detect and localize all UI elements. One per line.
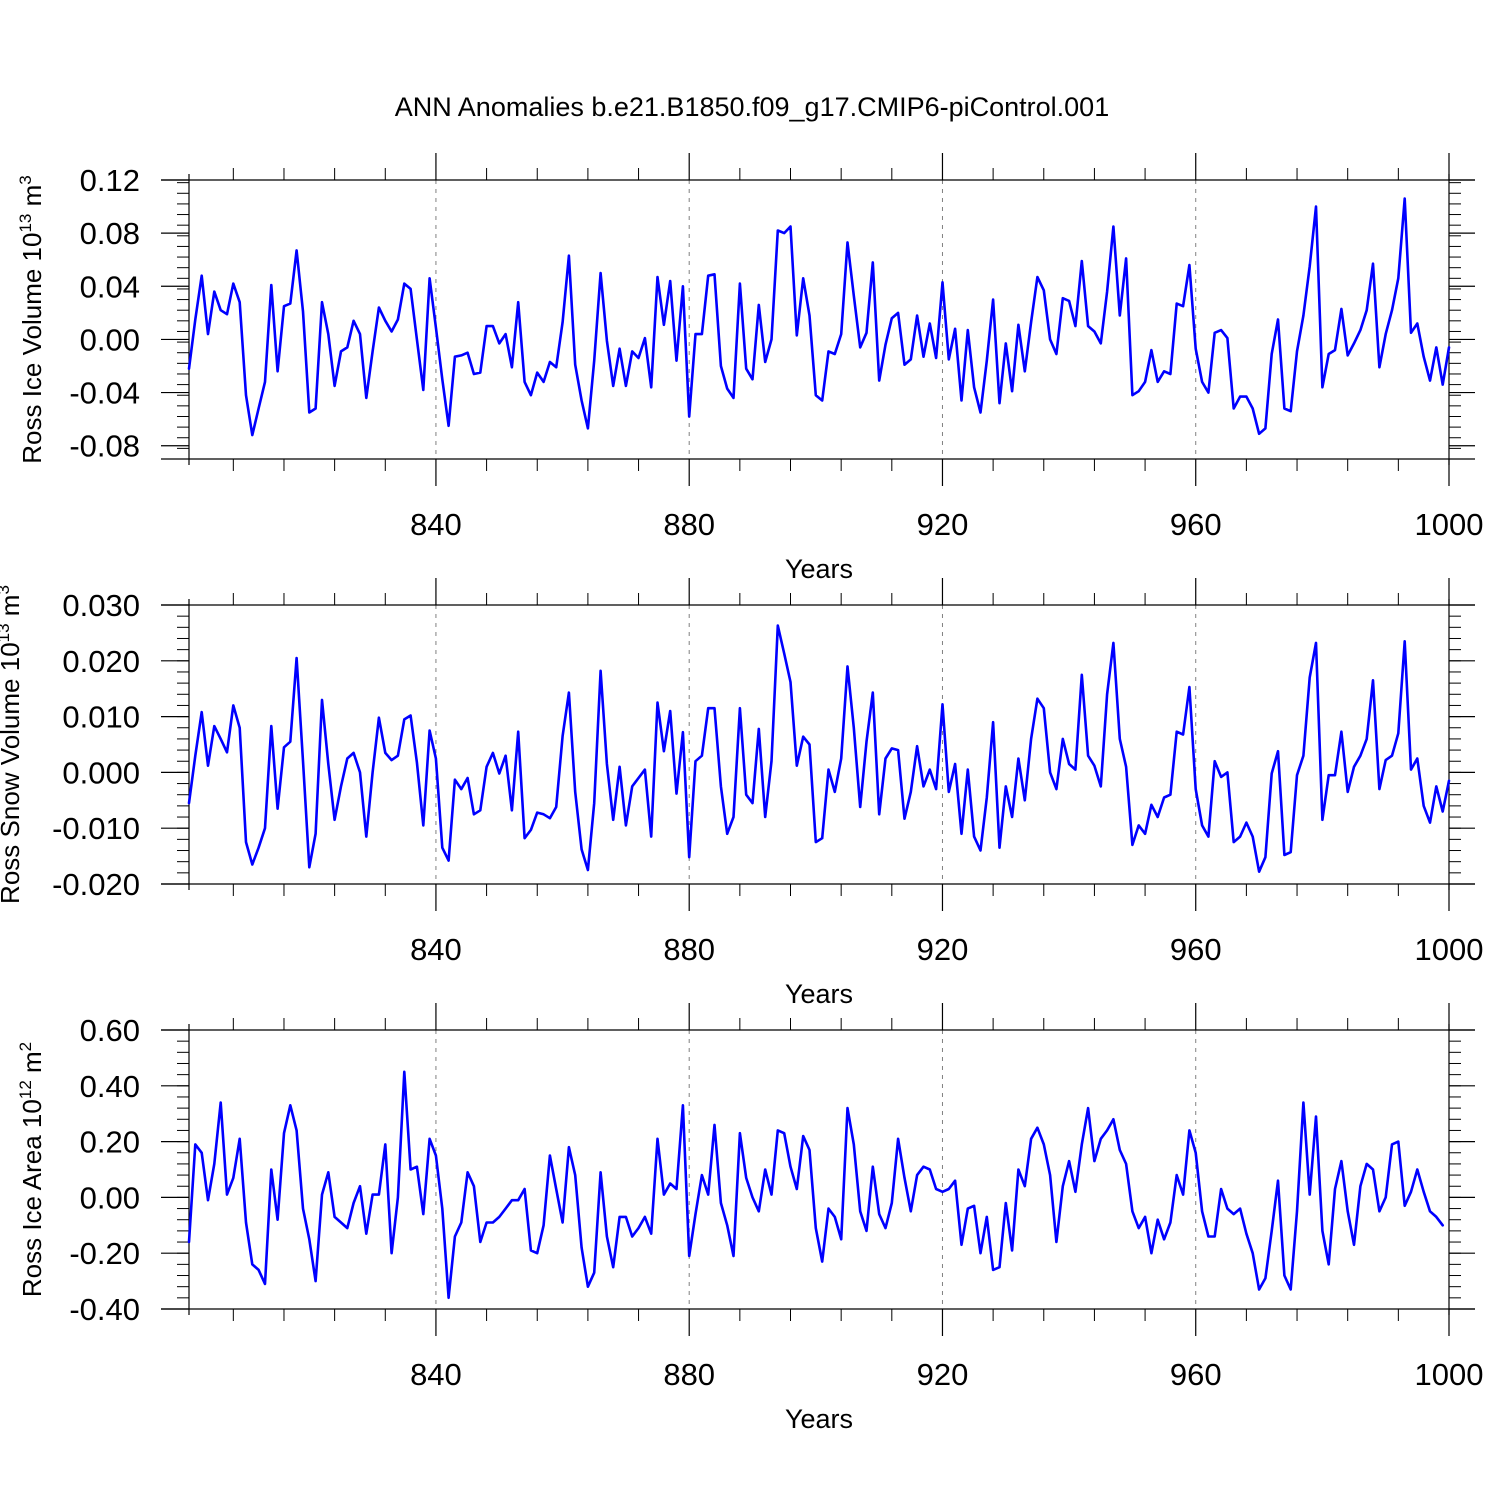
x-tick-label: 880 xyxy=(663,507,715,542)
y-tick-label: 0.60 xyxy=(80,1013,140,1048)
x-tick-label: 960 xyxy=(1170,1357,1222,1392)
x-axis-label: Years xyxy=(785,979,853,1009)
x-tick-label: 840 xyxy=(410,507,462,542)
y-tick-label: 0.000 xyxy=(62,755,140,790)
y-tick-label: 0.12 xyxy=(80,163,140,198)
panels: 0.12 0.08 0.04 0.00 -0.04 -0.08 840 880 920 960 10… xyxy=(0,153,1483,1434)
y-tick-label: -0.40 xyxy=(69,1292,140,1327)
x-tick-label: 1000 xyxy=(1415,1357,1484,1392)
x-tick-label: 1000 xyxy=(1415,507,1484,542)
x-tick-label: 840 xyxy=(410,1357,462,1392)
figure-title: ANN Anomalies b.e21.B1850.f09_g17.CMIP6-… xyxy=(395,92,1109,122)
x-tick-label: 960 xyxy=(1170,507,1222,542)
x-axis-label: Years xyxy=(785,1404,853,1434)
y-axis-label: Ross Snow Volume 1013 m3 xyxy=(0,585,25,904)
y-tick-label: -0.020 xyxy=(52,867,140,902)
chart-panel-2: 0.030 0.020 0.010 0.000 -0.010 -0.020 840 880 92… xyxy=(0,578,1483,1009)
y-tick-label: 0.04 xyxy=(80,269,140,304)
y-tick-label: 0.40 xyxy=(80,1069,140,1104)
x-axis-label: Years xyxy=(785,554,853,584)
series-line xyxy=(187,1070,1444,1300)
y-axis-label: Ross Ice Volume 1013 m3 xyxy=(16,175,47,464)
series-line xyxy=(187,197,1451,437)
y-tick-label: 0.020 xyxy=(62,644,140,679)
y-tick-label: 0.030 xyxy=(62,588,140,623)
y-tick-label: 0.08 xyxy=(80,216,140,251)
x-tick-label: 920 xyxy=(917,932,969,967)
y-tick-label: -0.20 xyxy=(69,1236,140,1271)
x-tick-label: 840 xyxy=(410,932,462,967)
y-tick-label: 0.00 xyxy=(80,322,140,357)
x-tick-label: 960 xyxy=(1170,932,1222,967)
x-tick-label: 920 xyxy=(917,1357,969,1392)
y-tick-label: -0.04 xyxy=(69,376,140,411)
y-tick-label: 0.00 xyxy=(80,1180,140,1215)
x-tick-label: 880 xyxy=(663,1357,715,1392)
x-tick-label: 1000 xyxy=(1415,932,1484,967)
series-line xyxy=(187,624,1451,874)
chart-panel-3: 0.60 0.40 0.20 0.00 -0.20 -0.40 840 880 920 960 10… xyxy=(16,1003,1483,1434)
y-tick-label: -0.08 xyxy=(69,429,140,464)
x-tick-label: 880 xyxy=(663,932,715,967)
y-axis-label: Ross Ice Area 1012 m2 xyxy=(16,1042,47,1297)
y-tick-label: -0.010 xyxy=(52,811,140,846)
chart-panel-1: 0.12 0.08 0.04 0.00 -0.04 -0.08 840 880 920 960 10… xyxy=(16,153,1483,584)
y-tick-label: 0.010 xyxy=(62,700,140,735)
x-tick-label: 920 xyxy=(917,507,969,542)
y-tick-label: 0.20 xyxy=(80,1125,140,1160)
